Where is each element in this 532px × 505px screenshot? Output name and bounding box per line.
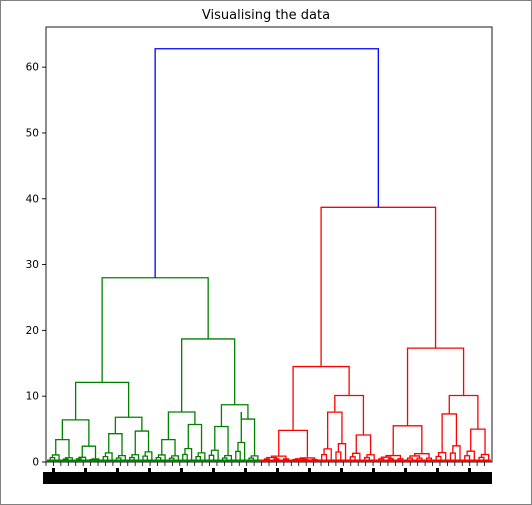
subcluster-link xyxy=(278,429,309,457)
leaf-link xyxy=(208,454,215,462)
y-axis-ticks: 0 10 20 30 40 50 60 xyxy=(26,62,46,469)
subcluster-link xyxy=(470,428,486,446)
subcluster-link xyxy=(334,394,365,436)
subcluster-link xyxy=(441,413,458,441)
subcluster-link xyxy=(187,423,203,441)
green-leaf-fringe xyxy=(47,459,261,462)
x-tick-label-fragment xyxy=(276,468,279,472)
x-tick-label-fragment xyxy=(372,468,375,472)
x-tick-label-fragment xyxy=(244,468,247,472)
subcluster-link xyxy=(81,445,97,459)
x-tick-label-fragment xyxy=(116,468,119,472)
red-leaf-fringe xyxy=(260,459,491,462)
subcluster-link xyxy=(355,434,372,447)
leaf-link xyxy=(294,458,306,460)
x-tick-label-fragment xyxy=(180,468,183,472)
leaf-link xyxy=(321,453,328,462)
cluster-link xyxy=(406,347,465,426)
x-tick-label-fragment xyxy=(340,468,343,472)
leaf-link xyxy=(197,452,206,462)
subcluster-link xyxy=(61,419,90,447)
leaf-link xyxy=(224,455,233,462)
subcluster-link xyxy=(161,438,176,450)
leaf-link xyxy=(51,454,60,462)
leaf-link xyxy=(337,443,347,462)
subcluster-link xyxy=(114,416,143,434)
leaf-link xyxy=(157,454,166,462)
y-tick-label: 60 xyxy=(26,62,39,74)
cluster-link xyxy=(292,365,350,431)
y-tick-label: 20 xyxy=(26,325,39,337)
subcluster-link xyxy=(448,394,479,430)
subcluster-link xyxy=(214,425,229,449)
major-cluster-link xyxy=(101,277,209,383)
leaf-link xyxy=(235,450,241,462)
x-tick-label-fragment xyxy=(436,468,439,472)
leaf-link xyxy=(237,441,246,462)
leaf-area xyxy=(43,459,492,484)
leaf-link xyxy=(335,451,342,462)
x-tick-label-fragment xyxy=(84,468,87,472)
subcluster-link xyxy=(327,411,343,430)
leaf-link xyxy=(380,456,392,459)
dendrogram-links xyxy=(49,48,490,462)
leaf-link xyxy=(118,455,126,462)
x-tick-label-fragment xyxy=(52,468,55,472)
y-tick-label: 30 xyxy=(26,259,39,271)
plot-area-border xyxy=(45,26,493,463)
y-tick-label: 10 xyxy=(26,391,39,403)
x-tick-label-fragment xyxy=(404,468,407,472)
x-tick-label-fragment xyxy=(148,468,151,472)
leaf-link xyxy=(349,456,356,462)
leaf-link xyxy=(210,449,219,462)
x-tick-label-fragment xyxy=(308,468,311,472)
chart-title: Visualising the data xyxy=(201,8,331,23)
subcluster-link xyxy=(220,404,249,427)
leaf-link xyxy=(270,455,287,459)
x-tick-labels-band xyxy=(43,472,492,484)
cluster-link xyxy=(74,381,130,420)
subcluster-link xyxy=(134,430,150,447)
leaf-link xyxy=(104,452,113,462)
leaf-link xyxy=(323,448,332,462)
leaf-link xyxy=(435,455,442,462)
x-tick-label-fragment xyxy=(212,468,215,472)
y-tick-label: 0 xyxy=(32,457,39,469)
major-cluster-link xyxy=(320,206,437,367)
cluster-link xyxy=(181,338,236,412)
subcluster-link xyxy=(55,438,70,455)
y-tick-label: 50 xyxy=(26,127,39,139)
axes xyxy=(45,26,493,463)
x-tick-label-fragment xyxy=(468,468,471,472)
subcluster-link xyxy=(392,425,423,451)
leaf-link xyxy=(142,455,149,462)
y-tick-label: 40 xyxy=(26,193,39,205)
root-link xyxy=(154,48,379,278)
subcluster-link xyxy=(108,433,123,449)
subcluster-link xyxy=(167,411,196,440)
